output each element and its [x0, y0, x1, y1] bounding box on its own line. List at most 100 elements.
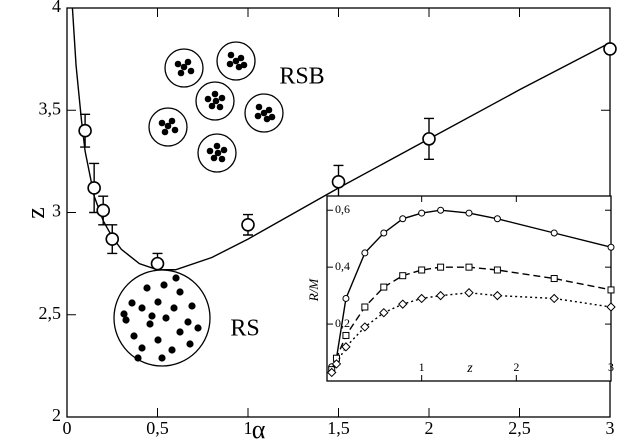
particle — [216, 103, 224, 111]
x-tick-label: 2 — [425, 418, 434, 438]
point — [241, 217, 255, 232]
particle — [186, 340, 194, 348]
particle — [164, 122, 172, 130]
particle — [232, 57, 240, 65]
point — [493, 215, 501, 223]
particle — [148, 312, 156, 320]
point — [380, 283, 388, 291]
x-tick-label: 1 — [244, 418, 253, 438]
point — [492, 290, 503, 301]
particle — [138, 304, 146, 312]
particle — [168, 346, 176, 354]
particle — [162, 314, 170, 322]
particle — [220, 146, 228, 154]
particle — [158, 119, 166, 127]
point — [87, 181, 101, 195]
particle — [206, 147, 214, 155]
particle — [171, 126, 179, 134]
x-axis-label: α — [252, 415, 266, 441]
particle — [235, 63, 243, 71]
point — [379, 307, 389, 318]
point — [422, 132, 436, 146]
y-tick-label: 0,6 — [335, 202, 350, 216]
point — [96, 203, 110, 218]
x-tick-label: 0,5 — [146, 418, 169, 438]
particle — [177, 69, 185, 77]
point — [607, 243, 615, 251]
point — [398, 299, 408, 309]
x-tick-label: 1,5 — [327, 418, 350, 438]
particle — [210, 154, 218, 162]
point — [550, 275, 558, 283]
particle — [204, 95, 212, 103]
particle — [260, 109, 268, 117]
point — [341, 342, 351, 352]
particle — [211, 90, 219, 98]
x-tick-label: 2 — [513, 360, 519, 374]
annotation: RSB — [279, 64, 324, 90]
particle — [240, 61, 248, 69]
x-tick-label: 3 — [608, 360, 614, 374]
particle — [214, 149, 222, 157]
curve — [331, 266, 612, 370]
point — [603, 42, 617, 56]
point — [399, 272, 407, 280]
point — [361, 303, 369, 311]
point — [327, 367, 337, 378]
particle — [212, 97, 220, 105]
cluster — [113, 269, 211, 367]
point — [342, 294, 350, 302]
point — [418, 266, 426, 274]
point — [416, 293, 427, 304]
particle — [184, 318, 192, 326]
particle — [268, 113, 276, 121]
particle — [237, 54, 245, 62]
inset: 1 2 30,20,40,6zR/M — [306, 195, 616, 382]
point — [493, 266, 501, 274]
y-tick-label: 4 — [52, 0, 61, 16]
particle — [176, 288, 184, 296]
particle — [213, 142, 221, 150]
point — [549, 293, 559, 304]
particle — [194, 324, 202, 332]
point — [465, 263, 473, 271]
particle — [146, 320, 154, 328]
particle — [160, 281, 168, 289]
particle — [130, 332, 138, 340]
y-axis-label: R/M — [306, 278, 321, 303]
particle — [176, 328, 184, 336]
y-tick-label: 3 — [52, 201, 61, 221]
point — [380, 229, 388, 237]
particle — [180, 63, 188, 71]
y-tick-label: 2 — [52, 405, 61, 425]
point — [331, 359, 342, 369]
point — [150, 256, 165, 271]
particle — [134, 354, 142, 362]
particle — [168, 117, 176, 125]
y-tick-label: 0,4 — [335, 259, 350, 273]
particle — [158, 354, 166, 362]
point — [437, 263, 445, 271]
particle — [174, 60, 182, 68]
curve — [71, 7, 611, 271]
x-tick-label: 3 — [606, 418, 615, 438]
particle — [208, 102, 216, 110]
particle — [120, 310, 128, 318]
particle — [154, 336, 162, 344]
particle — [218, 94, 226, 102]
particle — [187, 67, 195, 75]
point — [435, 290, 446, 301]
particle — [170, 304, 178, 312]
point — [105, 232, 120, 246]
particle — [218, 155, 226, 163]
point — [399, 215, 407, 223]
particle — [122, 316, 130, 324]
particle — [265, 106, 273, 114]
particle — [128, 299, 136, 307]
x-tick-label: 2,5 — [508, 418, 531, 438]
point — [342, 331, 350, 339]
particle — [227, 51, 235, 59]
point — [331, 175, 346, 189]
y-tick-label: 3,5 — [39, 98, 62, 118]
